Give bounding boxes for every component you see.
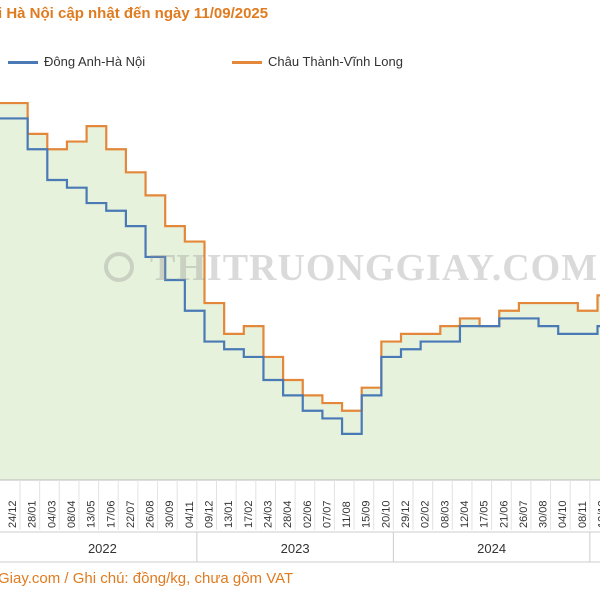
x-tick-label: 26/08 <box>145 500 157 528</box>
year-label-2022: 2022 <box>88 541 117 556</box>
chart-title: i Hà Nội cập nhật đến ngày 11/09/2025 <box>0 5 269 22</box>
x-tick-label: 24/12 <box>7 500 19 528</box>
x-tick-label: 13/12 <box>597 500 600 528</box>
legend-swatch-dong-anh <box>8 61 38 65</box>
x-tick-label: 17/02 <box>243 500 255 528</box>
legend-item-dong-anh: Đông Anh-Hà Nội <box>8 54 145 69</box>
series-line-chau-thanh <box>0 101 600 412</box>
x-tick-label: 21/06 <box>498 500 510 528</box>
x-tick-label: 08/11 <box>577 501 589 528</box>
x-tick-label: 28/01 <box>27 500 39 528</box>
footer-note: Giay.com / Ghi chú: đồng/kg, chưa gồm VA… <box>0 570 294 587</box>
x-tick-label: 02/06 <box>302 500 314 528</box>
x-tick-label: 29/12 <box>400 500 412 528</box>
legend-label-chau-thanh: Châu Thành-Vĩnh Long <box>268 54 403 69</box>
x-tick-label: 08/04 <box>66 500 78 528</box>
legend-label-dong-anh: Đông Anh-Hà Nội <box>44 54 146 69</box>
x-tick-label: 20/10 <box>380 500 392 528</box>
watermark-text: THITRUONGGIAY.COM <box>150 247 599 289</box>
x-tick-label: 04/11 <box>184 501 196 528</box>
x-tick-label: 08/03 <box>439 500 451 528</box>
x-tick-label: 30/09 <box>164 500 176 528</box>
x-tick-label: 28/04 <box>282 500 294 528</box>
series-line-dong-anh <box>0 117 600 435</box>
x-tick-label: 15/09 <box>361 500 373 528</box>
x-tick-label: 17/05 <box>479 500 491 528</box>
x-tick-label: 12/04 <box>459 500 471 528</box>
x-tick-label: 30/08 <box>538 500 550 528</box>
x-tick-label: 13/01 <box>223 500 235 528</box>
x-tick-label: 02/02 <box>420 500 432 528</box>
x-tick-label: 04/10 <box>557 500 569 528</box>
legend-swatch-chau-thanh <box>232 61 262 65</box>
x-tick-label: 13/05 <box>86 500 98 528</box>
x-tick-label: 26/07 <box>518 500 530 528</box>
x-tick-label: 04/03 <box>46 500 58 528</box>
year-label-2024: 2024 <box>477 541 506 556</box>
legend-item-chau-thanh: Châu Thành-Vĩnh Long <box>232 54 403 69</box>
area-fill <box>0 103 600 480</box>
x-tick-label: 24/03 <box>262 500 274 528</box>
year-label-2023: 2023 <box>281 541 310 556</box>
x-tick-label: 22/07 <box>125 500 137 528</box>
x-tick-label: 17/06 <box>105 500 117 528</box>
x-tick-label: 07/07 <box>321 500 333 528</box>
x-tick-label: 11/08 <box>341 501 353 528</box>
watermark-logo-icon <box>104 252 134 282</box>
x-tick-label: 09/12 <box>204 500 216 528</box>
